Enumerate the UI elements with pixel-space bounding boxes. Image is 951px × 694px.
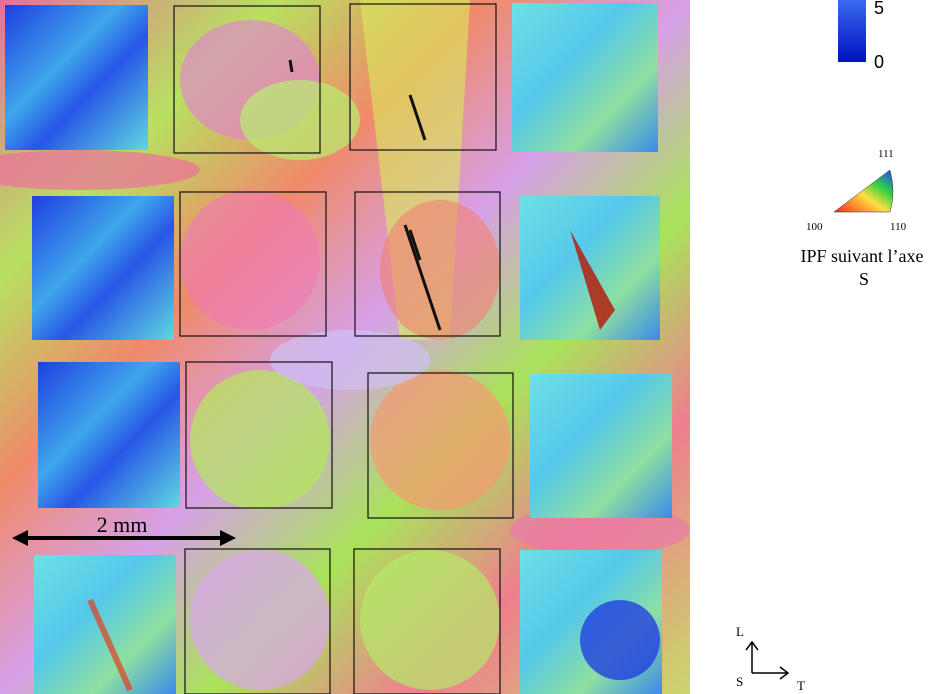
- ipf-100: 100: [806, 221, 823, 233]
- ipf-110: 110: [890, 221, 907, 233]
- region-boxes: [173, 3, 514, 694]
- ipf-legend: 111 100 110 IPF suivant l’axe S: [801, 148, 924, 289]
- colorbar: 5 0: [838, 0, 884, 72]
- ipf-caption: IPF suivant l’axe: [801, 246, 924, 266]
- scale-label: 2 mm: [97, 512, 148, 537]
- ipf-111: 111: [878, 148, 894, 160]
- colorbar-max: 5: [874, 0, 884, 18]
- colorbar-min: 0: [874, 52, 884, 72]
- axis-origin: S: [736, 674, 743, 689]
- axis-up: L: [736, 624, 744, 639]
- axis-right: T: [797, 678, 805, 693]
- strain-maps: [5, 3, 672, 694]
- scale-bar: 2 mm: [12, 512, 236, 546]
- ipf-caption-axis: S: [859, 269, 869, 289]
- sample-axes: L S T: [736, 624, 805, 693]
